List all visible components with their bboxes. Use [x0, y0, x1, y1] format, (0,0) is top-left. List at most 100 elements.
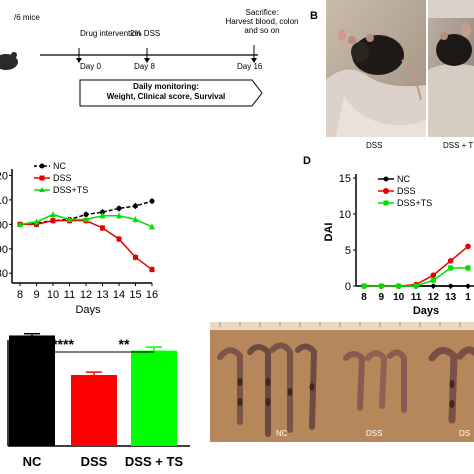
dai-legend-label-nc: NC	[397, 173, 410, 184]
nc-colons	[217, 342, 318, 437]
dai-x-tick-label: 9	[379, 292, 385, 303]
legend-label-nc: NC	[53, 160, 66, 171]
bar-2	[131, 350, 177, 446]
weight-point-nc	[149, 198, 155, 204]
bar-1	[71, 375, 117, 446]
mice-label: /6 mice	[14, 13, 40, 22]
weight-point-dss	[133, 254, 138, 260]
dss-photo-caption: DSS	[366, 141, 383, 150]
monitoring-arrow	[79, 79, 263, 107]
weight-point-dss-ts	[50, 211, 56, 218]
significance-label-1: **	[119, 336, 130, 352]
dss-ts-photo-caption: DSS + T	[443, 141, 474, 150]
dai-y-tick-label: 10	[339, 209, 351, 221]
weight-x-tick-label: 15	[129, 289, 141, 301]
weight-point-dss-ts	[99, 212, 106, 219]
weight-point-nc	[116, 205, 122, 211]
dai-x-axis-label: Days	[413, 305, 439, 317]
weight-point-dss	[100, 225, 105, 231]
weight-point-dss-ts	[33, 218, 40, 225]
dai-x-tick-label: 8	[361, 292, 367, 303]
ruler	[210, 322, 474, 330]
weight-point-dss	[50, 218, 56, 224]
colon-label-dss-ts: DS	[459, 429, 471, 438]
weight-x-tick-label: 8	[17, 289, 23, 301]
weight-y-tick-label: 100	[0, 219, 8, 231]
weight-point-dss-ts	[17, 221, 23, 227]
dai-x-tick-label: 11	[411, 292, 422, 303]
bar-category-label-0: NC	[23, 454, 42, 469]
weight-chart-series	[17, 198, 155, 273]
weight-point-nc	[83, 212, 89, 218]
dai-legend-marker-dss	[378, 188, 394, 194]
dai-legend-item-dss: DSS	[378, 185, 432, 197]
significance-label-0: ****	[52, 336, 74, 352]
weight-x-tick-label: 9	[33, 289, 39, 301]
weight-point-dss-ts	[66, 216, 73, 222]
sacrifice-title: Sacrifice:	[245, 8, 279, 17]
dai-point-dss-ts	[361, 283, 367, 289]
sacrifice-line-2: Harvest blood, colon	[225, 17, 299, 26]
dai-point-dss	[447, 258, 454, 264]
weight-point-dss-ts	[149, 223, 155, 230]
weight-x-tick-label: 10	[47, 289, 59, 301]
mouse-icon	[0, 52, 18, 70]
mouse-photos	[326, 0, 474, 137]
colon-photo	[210, 322, 474, 442]
dai-y-tick-label: 5	[345, 245, 351, 257]
legend-item-nc: NC	[34, 160, 88, 172]
dai-legend-marker-dss-ts	[378, 200, 394, 206]
dai-point-dss-ts	[448, 265, 454, 271]
dss-mouse-photo	[326, 0, 426, 137]
weight-x-tick-label: 13	[96, 289, 108, 301]
dai-legend-label-dss-ts: DSS+TS	[397, 197, 433, 208]
legend-marker-dss-ts	[34, 187, 50, 192]
dai-legend: NC DSS DSS+TS	[378, 173, 432, 209]
dai-point-dss-ts	[430, 277, 436, 283]
legend-marker-nc	[34, 163, 50, 169]
weight-y-tick-label: 110	[0, 195, 8, 207]
day16-label: Day 16	[237, 62, 263, 71]
bar-category-label-1: DSS	[81, 454, 108, 469]
sacrifice-label: Sacrifice: Harvest blood, colon and so o…	[222, 9, 302, 35]
weight-point-dss	[116, 236, 122, 242]
drug-intervention-label: Drug intervention	[80, 29, 141, 38]
dai-point-nc	[448, 283, 453, 289]
dai-point-nc	[431, 283, 436, 289]
dai-x-tick-label: 1	[465, 292, 471, 303]
weight-chart-axes: 80 90 100 110 120 89 10 11 12 13 14 15 16 Days	[0, 169, 158, 315]
dai-point-dss-ts	[413, 283, 419, 289]
dai-x-tick-label: 13	[445, 292, 457, 303]
monitoring-title: Daily monitoring:	[133, 82, 199, 91]
sacrifice-line-3: and so on	[244, 26, 280, 35]
weight-point-nc	[133, 203, 138, 209]
panel-letter-b: B	[310, 10, 318, 22]
dai-point-dss-ts	[465, 265, 471, 271]
weight-point-nc	[100, 209, 105, 215]
dai-point-dss-ts	[396, 283, 402, 289]
dai-legend-item-nc: NC	[378, 173, 432, 185]
colon-length-bars: NC DSS DSS + TS**** **	[7, 332, 190, 469]
dss-colons	[343, 349, 407, 413]
dss-label: 2% DSS	[130, 29, 161, 38]
legend-item-dss: DSS	[34, 172, 88, 184]
weight-x-tick-label: 14	[113, 289, 125, 301]
legend-label-dss-ts: DSS+TS	[53, 184, 89, 195]
weight-point-dss	[149, 267, 155, 273]
weight-legend: NC DSS DSS+TS	[34, 160, 88, 196]
dai-x-tick-label: 12	[428, 292, 440, 303]
dai-point-dss-ts	[378, 283, 384, 289]
weight-y-tick-label: 120	[0, 170, 8, 182]
dai-legend-marker-nc	[378, 176, 394, 182]
weight-x-tick-label: 11	[64, 289, 75, 301]
day8-label: Day 8	[134, 62, 155, 71]
dai-legend-label-dss: DSS	[397, 185, 416, 196]
weight-x-tick-label: 16	[146, 289, 158, 301]
monitoring-items: Weight, Clinical score, Survival	[106, 92, 226, 101]
legend-item-dss-ts: DSS+TS	[34, 184, 88, 196]
colon-label-nc: NC	[276, 429, 288, 438]
dai-point-dss	[465, 243, 471, 250]
weight-point-dss-ts	[132, 216, 139, 222]
dai-y-axis-label: DAI	[323, 223, 335, 242]
bar-0	[9, 335, 55, 446]
